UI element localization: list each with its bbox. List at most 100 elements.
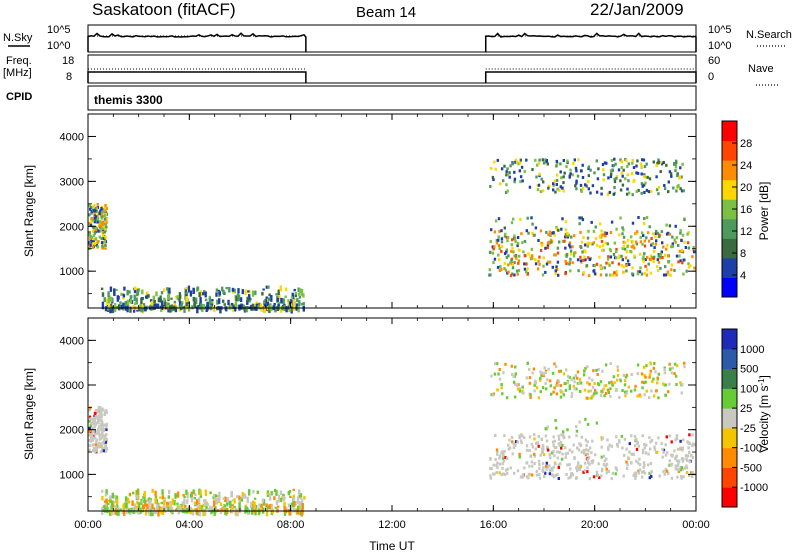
- scatter-cell: [195, 297, 198, 305]
- scatter-cell: [678, 176, 681, 180]
- scatter-cell: [506, 189, 509, 193]
- scatter-cell: [103, 447, 106, 450]
- scatter-cell: [94, 206, 97, 210]
- scatter-cell: [668, 224, 672, 228]
- scatter-cell: [265, 505, 268, 510]
- scatter-cell: [578, 222, 581, 226]
- scatter-cell: [616, 444, 619, 448]
- scatter-cell: [145, 295, 148, 299]
- y-tick-label: 4000: [60, 131, 84, 143]
- scatter-cell: [566, 235, 570, 239]
- scatter-cell: [231, 504, 234, 507]
- scatter-cell: [659, 252, 662, 256]
- scatter-cell: [659, 256, 662, 260]
- scatter-cell: [585, 444, 588, 448]
- scatter-cell: [527, 472, 531, 476]
- scatter-cell: [279, 497, 283, 503]
- scatter-cell: [101, 244, 104, 248]
- velocity-colorbar-label: Velocity [m s-1]: [757, 375, 771, 453]
- scatter-cell: [251, 506, 254, 514]
- scatter-cell: [512, 217, 515, 221]
- scatter-cell: [633, 178, 636, 182]
- scatter-cell: [600, 249, 604, 252]
- scatter-cell: [267, 285, 270, 289]
- scatter-cell: [546, 162, 549, 166]
- scatter-cell: [222, 299, 225, 303]
- cpid-value: themis 3300: [94, 93, 163, 107]
- scatter-cell: [569, 476, 572, 479]
- scatter-cell: [103, 217, 107, 221]
- scatter-cell: [281, 496, 284, 500]
- scatter-cell: [104, 235, 107, 239]
- scatter-cell: [189, 506, 192, 511]
- scatter-cell: [559, 390, 563, 394]
- scatter-cell: [674, 455, 678, 459]
- scatter-cell: [549, 456, 552, 460]
- scatter-cell: [497, 235, 500, 239]
- scatter-cell: [643, 222, 646, 225]
- scatter-cell: [637, 469, 640, 473]
- scatter-cell: [645, 443, 648, 447]
- scatter-cell: [111, 492, 114, 499]
- scatter-cell: [192, 489, 195, 495]
- scatter-cell: [100, 418, 103, 422]
- scatter-cell: [496, 158, 499, 162]
- scatter-cell: [604, 234, 607, 238]
- scatter-cell: [665, 223, 668, 227]
- scatter-cell: [631, 240, 634, 243]
- scatter-cell: [218, 491, 221, 499]
- scatter-cell: [657, 235, 661, 239]
- scatter-cell: [190, 509, 194, 515]
- scatter-cell: [107, 291, 110, 298]
- scatter-cell: [546, 465, 550, 469]
- scatter-cell: [665, 469, 669, 473]
- scatter-cell: [518, 387, 522, 391]
- scatter-cell: [625, 159, 628, 163]
- scatter-cell: [641, 158, 644, 162]
- scatter-cell: [184, 287, 188, 290]
- power-ylabel: Slant Range [km]: [22, 165, 36, 257]
- scatter-cell: [163, 496, 167, 503]
- scatter-cell: [626, 192, 629, 196]
- scatter-cell: [553, 362, 556, 366]
- scatter-cell: [568, 463, 571, 467]
- scatter-cell: [503, 164, 506, 168]
- scatter-cell: [511, 272, 514, 276]
- scatter-cell: [287, 491, 290, 496]
- scatter-cell: [619, 379, 622, 383]
- scatter-cell: [166, 305, 169, 308]
- scatter-cell: [614, 162, 617, 166]
- scatter-cell: [287, 299, 290, 302]
- scatter-cell: [167, 506, 170, 512]
- scatter-cell: [104, 227, 107, 231]
- scatter-cell: [290, 306, 293, 314]
- scatter-cell: [598, 222, 602, 226]
- scatter-cell: [661, 256, 664, 259]
- scatter-cell: [691, 471, 694, 475]
- scatter-cell: [88, 433, 91, 437]
- scatter-cell: [504, 268, 508, 272]
- scatter-cell: [493, 257, 497, 261]
- scatter-cell: [588, 376, 591, 380]
- scatter-cell: [521, 389, 524, 393]
- y-tick-label: 1000: [60, 266, 84, 278]
- scatter-cell: [562, 181, 565, 185]
- scatter-cell: [685, 269, 688, 273]
- scatter-cell: [625, 467, 629, 470]
- scatter-cell: [168, 489, 171, 494]
- scatter-cell: [655, 239, 658, 243]
- scatter-cell: [519, 175, 523, 179]
- scatter-cell: [609, 175, 613, 179]
- colorbar-segment: [722, 348, 737, 370]
- scatter-cell: [257, 508, 261, 516]
- scatter-cell: [594, 453, 597, 457]
- scatter-cell: [516, 440, 519, 444]
- scatter-cell: [259, 303, 263, 309]
- scatter-cell: [548, 468, 552, 472]
- scatter-cell: [151, 488, 154, 493]
- scatter-cell: [239, 509, 243, 512]
- scatter-cell: [503, 226, 506, 230]
- scatter-cell: [101, 426, 104, 430]
- scatter-cell: [552, 183, 555, 187]
- scatter-cell: [491, 175, 495, 179]
